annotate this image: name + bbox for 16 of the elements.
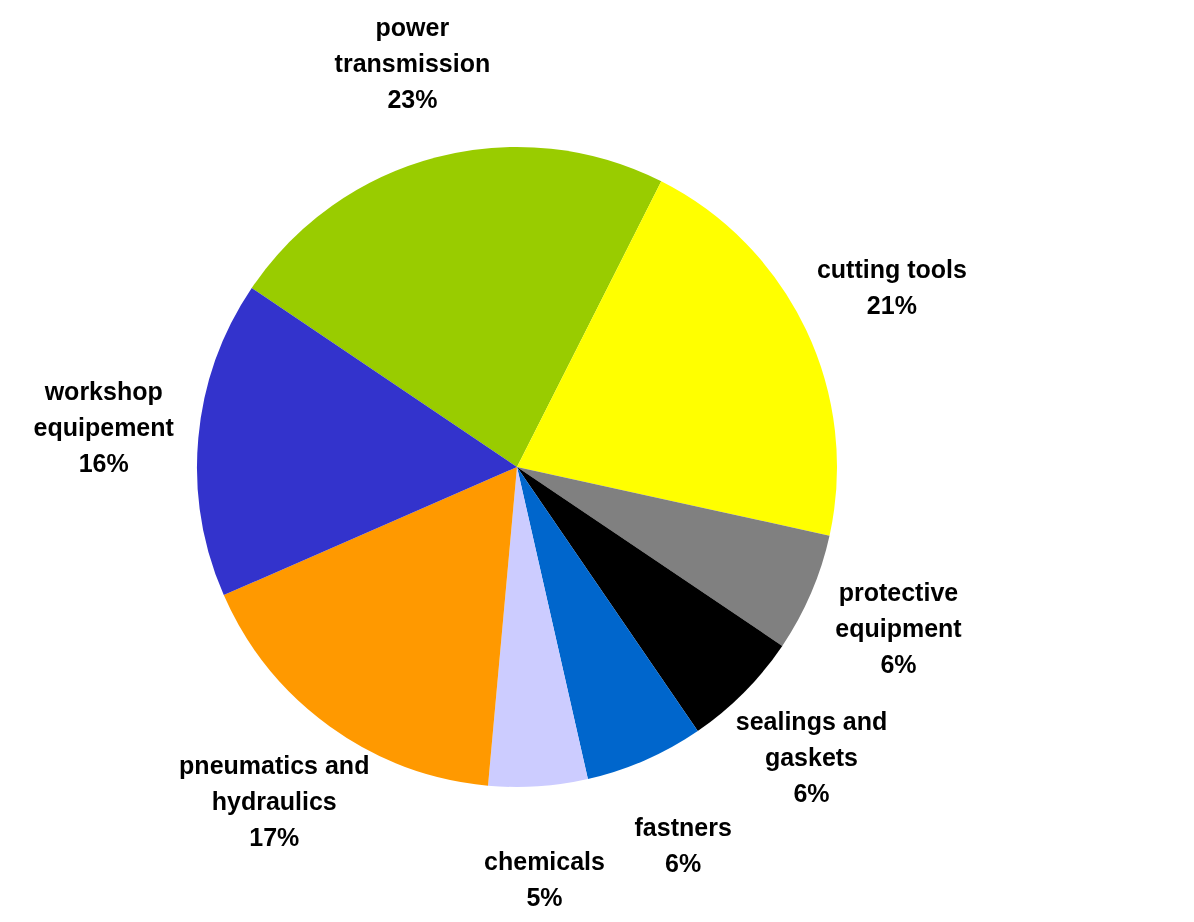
data-label: 6%	[793, 779, 830, 808]
slice-label: cutting tools	[816, 254, 967, 283]
slice-label: power transmission	[334, 13, 491, 78]
slice-label: protective equipment	[835, 578, 963, 643]
slice-label: chemicals	[484, 846, 605, 875]
data-label: 16%	[78, 449, 129, 478]
slice-label: pneumatics and hydraulics	[179, 751, 370, 816]
slice-label: sealings and gaskets	[735, 707, 888, 772]
data-label: 23%	[387, 85, 438, 114]
slice-label: fastners	[634, 813, 732, 842]
data-label: 6%	[665, 849, 702, 878]
data-label: 17%	[249, 823, 300, 852]
slice-label: workshop equipement	[33, 377, 175, 442]
data-label: 6%	[880, 650, 917, 679]
data-label: 21%	[866, 290, 917, 319]
data-label: 5%	[526, 882, 563, 911]
